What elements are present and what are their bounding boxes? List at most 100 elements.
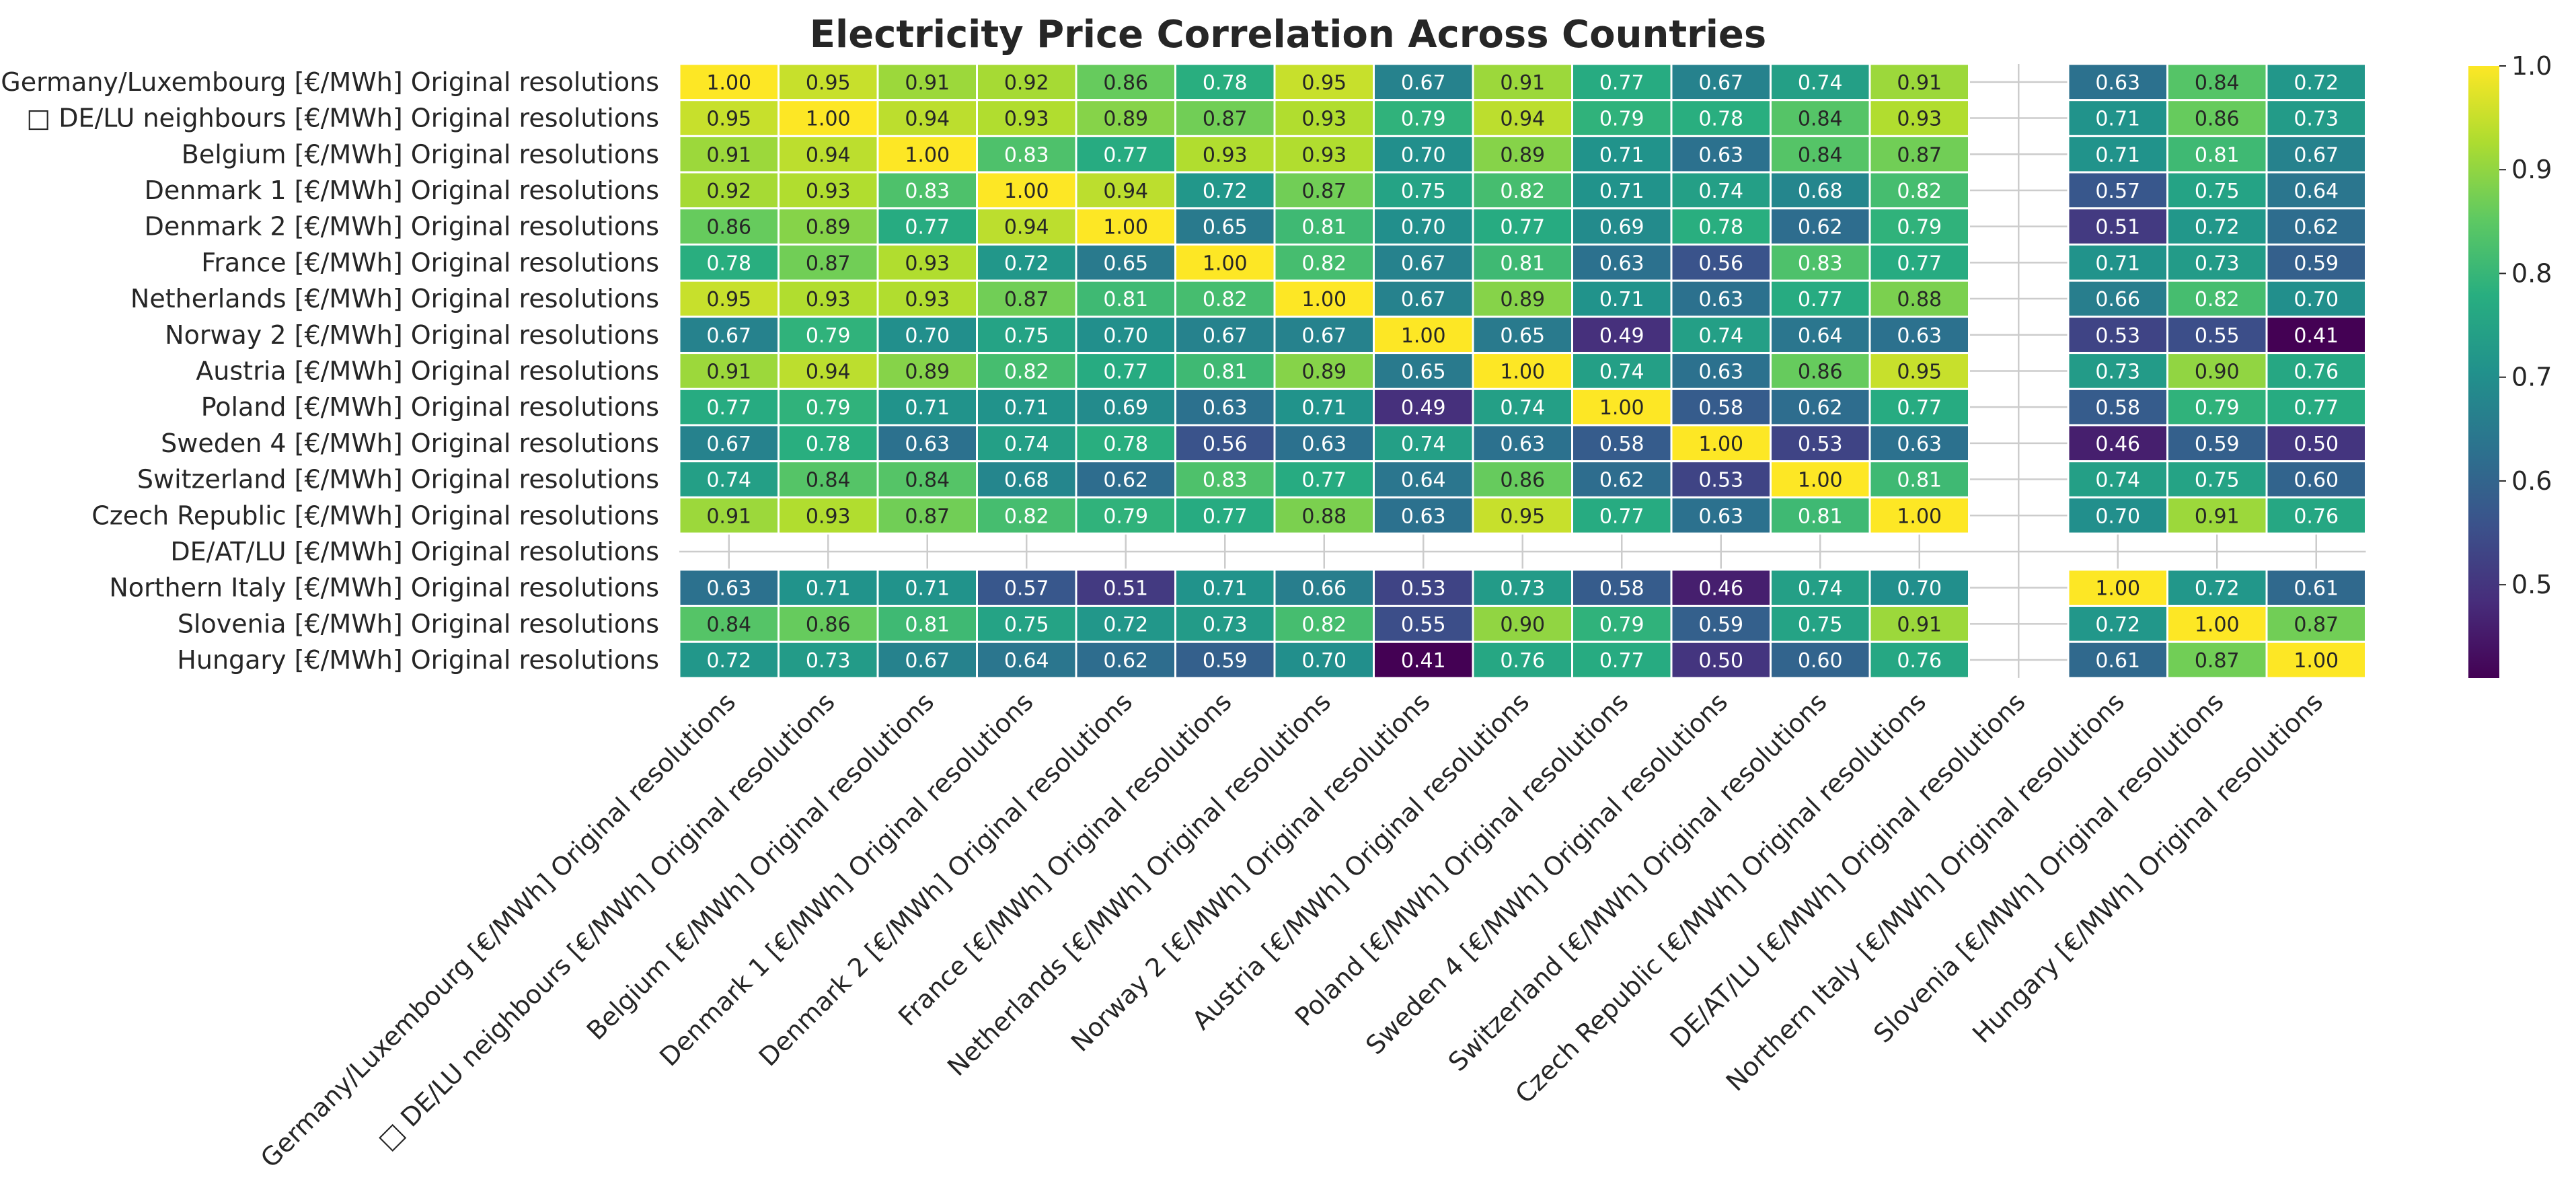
cell-value-label: 0.63: [1599, 252, 1644, 275]
cell-value-label: 0.78: [1698, 108, 1743, 131]
heatmap-cell: [1273, 568, 1375, 607]
cell-value-label: 0.67: [706, 324, 751, 348]
heatmap-cell: [2265, 496, 2367, 535]
cell-value-label: 0.74: [1004, 433, 1049, 456]
cell-value-label: 0.93: [806, 505, 851, 528]
heatmap-cell: [2067, 207, 2168, 246]
cell-value-label: 0.55: [1401, 613, 1446, 636]
heatmap-cell: [1075, 640, 1176, 679]
cell-value-label: 1.00: [1203, 252, 1248, 275]
cell-value-label: 0.69: [1103, 396, 1148, 420]
cell-value-label: 0.71: [2095, 143, 2140, 167]
cell-value-label: 0.70: [905, 324, 950, 348]
heatmap-cell: [1571, 640, 1673, 679]
cell-value-label: 0.72: [2195, 577, 2240, 601]
cell-value-label: 1.00: [1500, 360, 1545, 383]
cell-value-label: 0.93: [806, 288, 851, 311]
heatmap-cell: [778, 496, 879, 535]
cell-value-label: 0.63: [706, 577, 751, 601]
heatmap-cell: [2067, 244, 2168, 282]
cell-value-label: 0.81: [905, 613, 950, 636]
heatmap-cell: [1472, 63, 1573, 102]
heatmap-cell: [1174, 279, 1276, 318]
cell-value-label: 0.87: [905, 505, 950, 528]
heatmap-cell: [1472, 387, 1573, 426]
cell-value-label: 0.63: [1897, 324, 1942, 348]
heatmap-cell: [1373, 424, 1474, 463]
cell-value-label: 0.77: [1798, 288, 1843, 311]
cell-value-label: 0.78: [1698, 216, 1743, 239]
cell-value-label: 0.58: [2095, 396, 2140, 420]
column-label: Slovenia [€/MWh] Original resolutions: [1868, 687, 2230, 1049]
cell-value-label: 0.72: [1203, 180, 1248, 203]
heatmap-cell: [1670, 460, 1772, 498]
row-label: France [€/MWh] Original resolutions: [201, 248, 659, 277]
cell-value-label: 0.83: [1203, 469, 1248, 492]
heatmap-cell: [1373, 640, 1474, 679]
cell-value-label: 0.91: [2195, 505, 2240, 528]
heatmap-cell: [1075, 605, 1176, 643]
cell-value-label: 0.93: [1897, 108, 1942, 131]
cell-value-label: 0.49: [1599, 324, 1644, 348]
heatmap-cell: [2265, 460, 2367, 498]
column-label: DE/AT/LU [€/MWh] Original resolutions: [1665, 687, 2031, 1053]
cell-value-label: 0.67: [1401, 288, 1446, 311]
cell-value-label: 0.77: [1599, 505, 1644, 528]
cell-value-label: 0.93: [1004, 108, 1049, 131]
cell-value-label: 0.78: [1103, 433, 1148, 456]
cell-value-label: 0.71: [2095, 108, 2140, 131]
cell-value-label: 1.00: [1301, 288, 1347, 311]
cell-value-label: 0.53: [2095, 324, 2140, 348]
heatmap-cell: [1571, 99, 1673, 137]
heatmap-cell: [1670, 605, 1772, 643]
cell-value-label: 0.95: [806, 71, 851, 95]
cell-value-label: 0.94: [806, 143, 851, 167]
cell-value-label: 0.75: [1004, 324, 1049, 348]
cell-value-label: 0.95: [706, 288, 751, 311]
heatmap-cell: [976, 244, 1077, 282]
cell-value-label: 0.82: [1500, 180, 1545, 203]
cell-value-label: 0.58: [1599, 577, 1644, 601]
heatmap-cell: [2067, 352, 2168, 390]
heatmap-cell: [876, 460, 978, 498]
cell-value-label: 0.64: [1004, 649, 1049, 673]
row-label: Denmark 2 [€/MWh] Original resolutions: [145, 212, 659, 242]
cell-value-label: 0.59: [1203, 649, 1248, 673]
heatmap-cell: [2265, 99, 2367, 137]
row-label: Switzerland [€/MWh] Original resolutions: [137, 465, 659, 494]
heatmap-cell: [1571, 605, 1673, 643]
heatmap-cell: [1571, 315, 1673, 355]
cell-value-label: 0.74: [1798, 71, 1843, 95]
cell-value-label: 0.71: [905, 396, 950, 420]
cell-value-label: 0.62: [1798, 396, 1843, 420]
column-label: Belgium [€/MWh] Original resolutions: [581, 687, 940, 1045]
cell-value-label: 0.57: [1004, 577, 1049, 601]
heatmap-cell: [1174, 315, 1276, 355]
heatmap-cell: [2166, 207, 2268, 246]
cell-value-label: 0.64: [2294, 180, 2339, 203]
cell-value-label: 0.82: [1897, 180, 1942, 203]
cell-value-label: 1.00: [806, 108, 851, 131]
cell-value-label: 0.70: [2294, 288, 2339, 311]
heatmap-cell: [1472, 207, 1573, 246]
heatmap-cell: [1670, 135, 1772, 174]
cell-value-label: 0.57: [2095, 180, 2140, 203]
cell-value-label: 0.83: [1798, 252, 1843, 275]
cell-value-label: 0.76: [1500, 649, 1545, 673]
cell-value-label: 0.78: [806, 433, 851, 456]
heatmap-cell: [1770, 63, 1871, 102]
heatmap-cell: [976, 99, 1077, 137]
cell-value-label: 0.63: [905, 433, 950, 456]
cell-value-label: 0.87: [2195, 649, 2240, 673]
cell-value-label: 1.00: [2195, 613, 2240, 636]
cell-value-label: 0.91: [905, 71, 950, 95]
cell-value-label: 0.72: [2294, 71, 2339, 95]
cell-value-label: 0.94: [1500, 108, 1545, 131]
row-labels: Germany/Luxembourg [€/MWh] Original reso…: [1, 67, 659, 675]
heatmap-cell: [2067, 279, 2168, 318]
row-label: Slovenia [€/MWh] Original resolutions: [178, 609, 659, 638]
heatmap-cell: [1075, 99, 1176, 137]
cell-value-label: 1.00: [905, 143, 950, 167]
heatmap-cell: [1075, 135, 1176, 174]
cell-value-label: 0.64: [1401, 469, 1446, 492]
